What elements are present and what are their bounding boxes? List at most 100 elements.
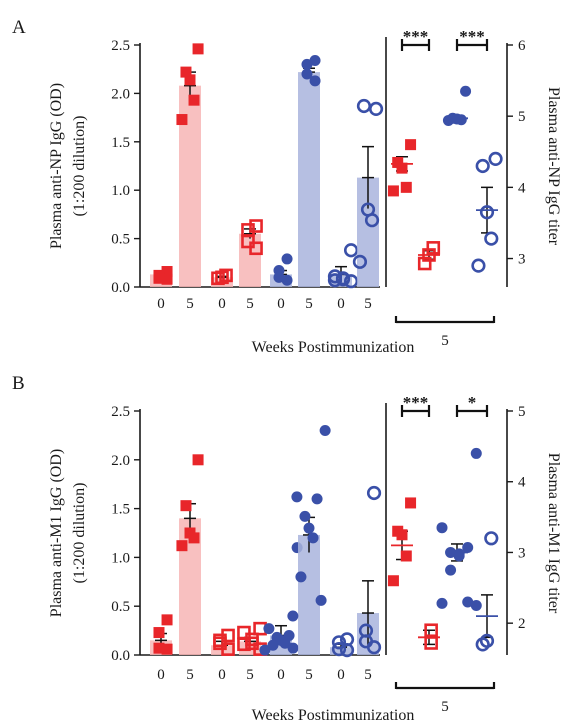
bar: [179, 85, 201, 287]
data-point: [339, 643, 355, 658]
x-tick-label: 0: [157, 296, 165, 312]
y-tick-label: 1.0: [111, 183, 130, 199]
data-point: [424, 636, 438, 650]
data-point: [400, 181, 412, 193]
significance-label: *: [468, 393, 477, 412]
data-point: [281, 274, 293, 286]
data-point: [219, 268, 233, 283]
data-point: [387, 575, 399, 587]
data-point: [327, 273, 343, 288]
data-point: [479, 205, 495, 220]
data-point: [153, 627, 165, 639]
x-tick-label: 5: [305, 667, 313, 683]
data-point: [488, 151, 503, 166]
data-point: [263, 623, 275, 635]
data-point: [364, 213, 380, 228]
y-tick-label: 2.5: [111, 404, 130, 420]
data-point: [405, 139, 417, 151]
x-tick-label: 0: [157, 667, 165, 683]
data-point: [161, 614, 173, 626]
data-point: [368, 101, 384, 116]
x-tick-label: 0: [277, 296, 285, 312]
data-point: [343, 274, 359, 289]
data-point: [470, 447, 482, 459]
data-point: [424, 623, 438, 638]
data-point: [475, 158, 490, 174]
data-point: [309, 75, 321, 87]
data-point: [249, 219, 263, 233]
data-point: [287, 642, 299, 654]
x-tick-label: 5: [186, 296, 194, 312]
y-axis-title: Plasma anti-M1 IgG (OD): [48, 449, 65, 617]
data-point: [303, 522, 315, 534]
y-tick-label-right: 2: [518, 616, 526, 632]
data-point: [267, 639, 279, 651]
data-point: [484, 231, 499, 246]
data-point: [180, 500, 192, 512]
data-point: [445, 564, 457, 576]
data-point: [366, 485, 382, 501]
data-point: [295, 571, 307, 583]
data-point: [400, 550, 412, 562]
data-point: [176, 114, 188, 126]
data-point: [460, 85, 472, 97]
x-tick-label: 5: [305, 296, 313, 312]
data-point: [291, 491, 303, 503]
data-point: [307, 532, 319, 544]
panel-label: B: [12, 373, 25, 394]
x-tick-label: 5: [186, 667, 194, 683]
data-point: [299, 510, 311, 522]
data-point: [279, 637, 291, 649]
data-point: [387, 185, 399, 197]
data-point: [442, 114, 454, 126]
y-tick-label: 0.5: [111, 232, 130, 248]
bar: [357, 177, 379, 287]
data-point: [311, 493, 323, 505]
y-tick-label-right: 5: [518, 109, 526, 125]
data-point: [161, 273, 173, 285]
data-point: [356, 98, 372, 114]
y-tick-label: 0.0: [111, 280, 130, 296]
y-tick-label-right: 6: [518, 38, 526, 54]
significance-label: ***: [403, 27, 429, 46]
y-axis-title: Plasma anti-NP IgG (OD): [48, 83, 65, 249]
data-point: [453, 550, 465, 562]
bar: [298, 72, 320, 287]
data-point: [184, 74, 196, 86]
data-point: [281, 253, 293, 265]
data-point: [249, 241, 263, 256]
y-tick-label-right: 3: [518, 252, 526, 268]
y-axis-subtitle: (1:200 dilution): [71, 116, 88, 217]
data-point: [405, 497, 417, 509]
data-point: [180, 66, 192, 78]
y-tick-label: 1.5: [111, 135, 130, 151]
y-tick-label-right: 3: [518, 545, 526, 561]
data-point: [192, 43, 204, 55]
y-tick-label: 2.0: [111, 453, 130, 469]
data-point: [176, 540, 188, 552]
y-axis-title-right: Plasma anti-NP IgG titer: [545, 87, 562, 246]
data-point: [161, 266, 173, 278]
data-point: [315, 594, 327, 606]
x-tick-label: 0: [337, 667, 345, 683]
data-point: [417, 256, 432, 271]
data-point: [331, 642, 347, 657]
data-point: [445, 546, 457, 558]
data-point: [352, 254, 368, 269]
data-point: [462, 596, 474, 608]
data-point: [161, 643, 173, 655]
bar: [179, 518, 201, 655]
y-axis-title-right: Plasma anti-M1 IgG titer: [545, 453, 562, 614]
data-point: [396, 162, 408, 174]
significance-label: ***: [459, 27, 485, 46]
significance-label: ***: [403, 393, 429, 412]
data-point: [259, 644, 271, 656]
panel-label: A: [12, 17, 26, 38]
data-point: [287, 610, 299, 622]
data-point: [237, 637, 251, 652]
y-tick-label: 0.5: [111, 599, 130, 615]
y-tick-label: 1.0: [111, 550, 130, 566]
y-axis-subtitle: (1:200 dilution): [71, 483, 88, 584]
x-tick-label: 0: [277, 667, 285, 683]
